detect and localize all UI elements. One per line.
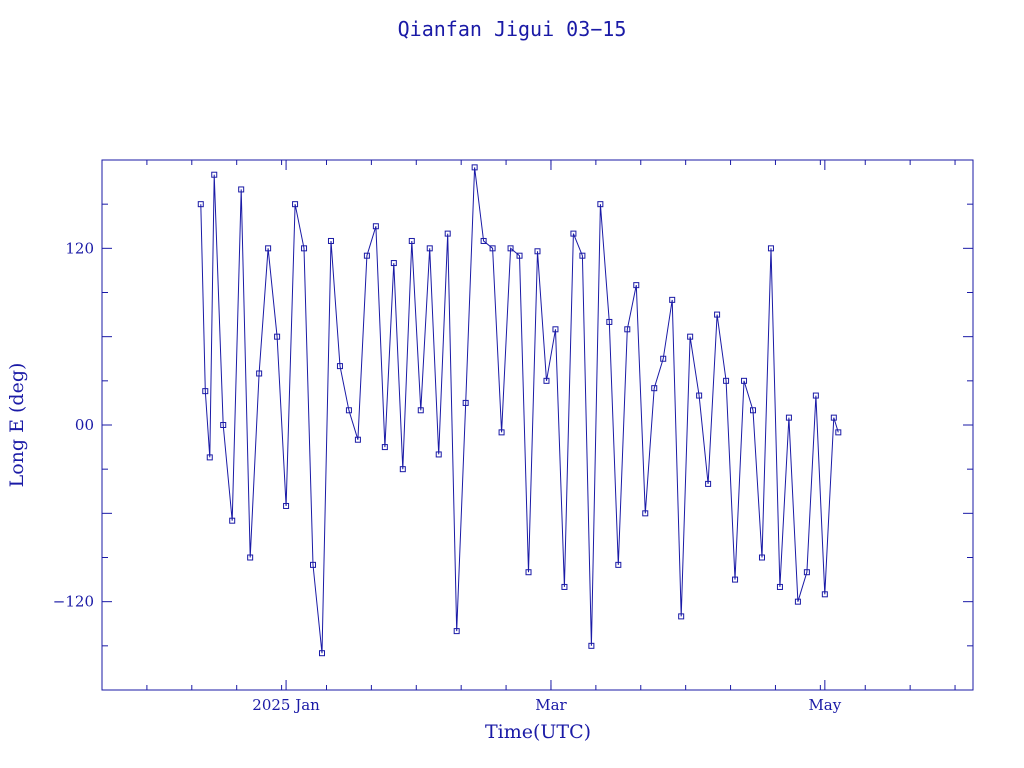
data-point: [642, 510, 649, 517]
data-point: [229, 517, 236, 524]
series-line: [200, 167, 839, 654]
data-point: [543, 377, 550, 384]
data-point: [651, 385, 658, 392]
plot-frame: [101, 159, 974, 691]
data-point: [381, 444, 388, 451]
data-point: [238, 186, 245, 193]
data-point: [597, 201, 604, 208]
data-point: [197, 201, 204, 208]
data-point: [444, 230, 451, 237]
data-point: [426, 245, 433, 252]
data-point: [471, 164, 478, 171]
data-point: [211, 171, 218, 178]
chart-title: Qianfan Jigui 03−15: [398, 17, 627, 41]
y-tick-label: −120: [53, 593, 94, 611]
x-tick-label: 2025 Jan: [252, 696, 320, 714]
data-point: [678, 613, 685, 620]
data-point: [256, 370, 263, 377]
data-point: [363, 252, 370, 259]
data-layer: [197, 164, 842, 657]
data-point: [292, 201, 299, 208]
data-point: [435, 451, 442, 458]
data-point: [750, 407, 757, 414]
data-point: [705, 480, 712, 487]
data-point: [462, 399, 469, 406]
data-point: [624, 326, 631, 333]
data-point: [830, 414, 837, 421]
data-point: [723, 377, 730, 384]
data-point: [741, 377, 748, 384]
data-point: [498, 429, 505, 436]
data-point: [835, 429, 842, 436]
data-point: [206, 454, 213, 461]
data-point: [552, 326, 559, 333]
data-point: [732, 576, 739, 583]
data-point: [669, 296, 676, 303]
data-point: [812, 392, 819, 399]
data-point: [570, 230, 577, 237]
y-tick-label: 120: [65, 239, 94, 257]
data-point: [660, 355, 667, 362]
data-point: [633, 282, 640, 289]
data-point: [390, 260, 397, 267]
data-point: [453, 628, 460, 635]
data-point: [489, 245, 496, 252]
y-axis-label: Long E (deg): [6, 363, 28, 488]
data-point: [336, 363, 343, 370]
data-point: [327, 237, 334, 244]
data-point: [525, 569, 532, 576]
data-point: [265, 245, 272, 252]
data-point: [202, 388, 209, 395]
x-tick-label: May: [808, 696, 841, 714]
data-point: [579, 252, 586, 259]
data-point: [606, 318, 613, 325]
data-point: [372, 223, 379, 230]
data-point: [507, 245, 514, 252]
data-point: [516, 252, 523, 259]
data-point: [310, 561, 317, 568]
data-point: [283, 502, 290, 509]
data-point: [714, 311, 721, 318]
data-point: [345, 407, 352, 414]
x-tick-label: Mar: [535, 696, 567, 714]
data-point: [767, 245, 774, 252]
data-point: [274, 333, 281, 340]
data-point: [794, 598, 801, 605]
x-axis-label: Time(UTC): [485, 721, 591, 743]
y-tick-label: 00: [75, 416, 94, 434]
data-point: [480, 237, 487, 244]
data-point: [318, 650, 325, 657]
data-point: [399, 466, 406, 473]
data-point: [696, 392, 703, 399]
data-point: [220, 422, 227, 428]
data-point: [785, 414, 792, 421]
data-point: [803, 569, 810, 576]
data-point: [417, 407, 424, 414]
data-point: [687, 333, 694, 340]
data-point: [534, 248, 541, 255]
data-point: [561, 583, 568, 590]
data-point: [301, 245, 308, 252]
data-point: [588, 642, 595, 649]
tick-layer: 120 00 −120 2025 Jan Mar May: [53, 160, 973, 714]
data-point: [247, 554, 254, 561]
data-point: [821, 591, 828, 598]
data-point: [354, 436, 361, 443]
data-point: [408, 237, 415, 244]
data-point: [615, 561, 622, 568]
data-point: [776, 583, 783, 590]
data-point: [758, 554, 765, 561]
